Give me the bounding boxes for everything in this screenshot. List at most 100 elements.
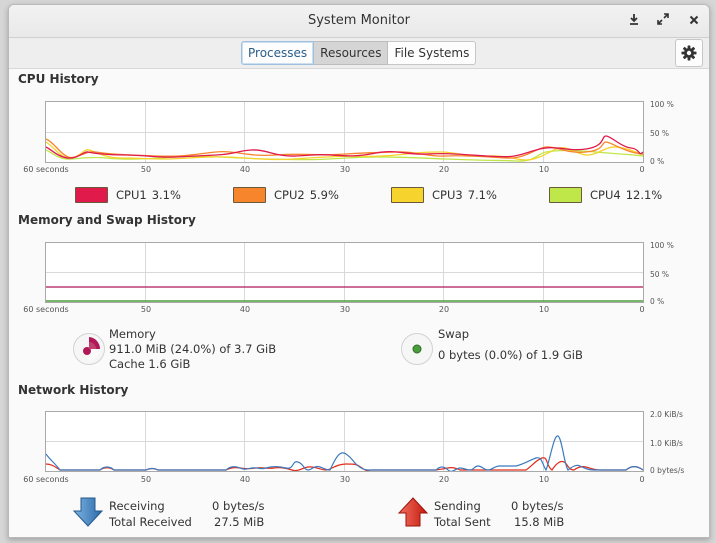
x-tick: 0: [639, 475, 645, 484]
swap-info: Swap 0 bytes (0.0%) of 1.9 GiB: [438, 327, 583, 363]
x-tick: 50: [140, 305, 152, 314]
system-monitor-window: System Monitor Processes Resources File …: [8, 4, 710, 538]
memory-history-chart: [45, 242, 644, 303]
cpu2-legend: CPU2 5.9%: [233, 187, 339, 203]
memory-info: Memory 911.0 MiB (24.0%) of 3.7 GiB Cach…: [109, 327, 276, 372]
sending-label: Sending: [434, 499, 481, 513]
swap-usage-icon: [412, 344, 422, 354]
close-button[interactable]: [685, 12, 703, 30]
receiving-value: 0 bytes/s: [212, 499, 265, 513]
maximize-icon: [657, 13, 669, 25]
cpu3-value: 7.1%: [467, 188, 497, 202]
total-received-value: 27.5 MiB: [214, 515, 265, 529]
cpu3-color-swatch[interactable]: [391, 187, 424, 203]
cpu1-color-swatch[interactable]: [75, 187, 108, 203]
receiving-color-button[interactable]: [72, 496, 104, 532]
y-tick: 1.0 KiB/s: [650, 439, 683, 448]
x-tick: 60 seconds: [23, 165, 69, 174]
y-tick: 0 bytes/s: [650, 466, 685, 475]
cpu3-legend: CPU3 7.1%: [391, 187, 497, 203]
cpu4-legend: CPU4 12.1%: [549, 187, 662, 203]
x-tick: 30: [339, 475, 351, 484]
sending-info: Sending Total Sent: [434, 498, 491, 530]
network-history-title: Network History: [18, 383, 129, 397]
x-tick: 20: [438, 165, 450, 174]
upload-arrow-icon: [397, 497, 429, 527]
cpu4-color-swatch[interactable]: [549, 187, 582, 203]
x-tick: 10: [538, 305, 550, 314]
x-tick: 0: [639, 305, 645, 314]
y-tick: 50 %: [650, 129, 670, 138]
tab-processes[interactable]: Processes: [241, 41, 315, 65]
cpu-history-chart: [45, 101, 644, 163]
tab-file-systems[interactable]: File Systems: [388, 41, 477, 65]
network-graph: [46, 412, 643, 471]
swap-usage: 0 bytes (0.0%) of 1.9 GiB: [438, 348, 583, 362]
receiving-label: Receiving: [109, 499, 165, 513]
x-tick: 30: [339, 165, 351, 174]
receiving-values: 0 bytes/s 27.5 MiB: [212, 498, 265, 530]
cpu2-value: 5.9%: [309, 188, 339, 202]
total-sent-label: Total Sent: [434, 515, 491, 529]
maximize-button[interactable]: [654, 12, 672, 30]
network-x-axis: 60 seconds 50 40 30 20 10 0: [9, 475, 709, 487]
y-tick: 0 %: [650, 297, 665, 306]
sending-value: 0 bytes/s: [511, 499, 564, 513]
memory-usage: 911.0 MiB (24.0%) of 3.7 GiB: [109, 342, 277, 356]
x-tick: 0: [639, 165, 645, 174]
toolbar: Processes Resources File Systems: [9, 38, 709, 69]
x-tick: 40: [239, 305, 251, 314]
y-tick: 2.0 KiB/s: [650, 410, 683, 419]
settings-button[interactable]: [675, 39, 703, 67]
cpu3-label: CPU3: [432, 188, 463, 202]
cpu-x-axis: 60 seconds 50 40 30 20 10 0: [9, 165, 709, 177]
y-tick: 50 %: [650, 270, 670, 279]
total-sent-value: 15.8 MiB: [514, 515, 565, 529]
x-tick: 10: [538, 475, 550, 484]
memory-pie-chart[interactable]: [73, 333, 105, 365]
title-bar[interactable]: System Monitor: [9, 5, 709, 38]
gear-icon: [681, 45, 697, 61]
cpu2-color-swatch[interactable]: [233, 187, 266, 203]
x-tick: 40: [239, 475, 251, 484]
cpu1-legend: CPU1 3.1%: [75, 187, 181, 203]
network-history-chart: [45, 411, 644, 472]
y-tick: 100 %: [650, 241, 674, 250]
receiving-info: Receiving Total Received: [109, 498, 192, 530]
cpu4-value: 12.1%: [625, 188, 663, 202]
view-switcher: Processes Resources File Systems: [241, 41, 477, 65]
minimize-icon: [630, 14, 638, 25]
download-arrow-icon: [72, 497, 104, 527]
x-tick: 60 seconds: [23, 475, 69, 484]
x-tick: 40: [239, 165, 251, 174]
tab-resources[interactable]: Resources: [314, 41, 389, 65]
y-tick: 0 %: [650, 157, 665, 166]
x-tick: 20: [438, 305, 450, 314]
sending-values: 0 bytes/s 15.8 MiB: [511, 498, 564, 530]
x-tick: 50: [140, 475, 152, 484]
x-tick: 10: [538, 165, 550, 174]
swap-pie-chart[interactable]: [401, 333, 433, 365]
cpu4-label: CPU4: [590, 188, 621, 202]
cpu2-label: CPU2: [274, 188, 305, 202]
cpu-graph: [46, 102, 643, 162]
memory-history-title: Memory and Swap History: [18, 213, 196, 227]
cpu-history-title: CPU History: [18, 72, 99, 86]
swap-label: Swap: [438, 327, 470, 341]
close-icon: [689, 15, 699, 25]
total-received-label: Total Received: [109, 515, 192, 529]
memory-label: Memory: [109, 327, 156, 341]
memory-cache: Cache 1.6 GiB: [109, 357, 191, 371]
y-tick: 100 %: [650, 100, 674, 109]
memory-usage-icon: [83, 337, 101, 361]
sending-color-button[interactable]: [397, 496, 429, 532]
x-tick: 50: [140, 165, 152, 174]
cpu1-label: CPU1: [116, 188, 147, 202]
memory-x-axis: 60 seconds 50 40 30 20 10 0: [9, 305, 709, 317]
memory-graph: [46, 243, 643, 302]
x-tick: 20: [438, 475, 450, 484]
window-title: System Monitor: [307, 13, 411, 28]
x-tick: 30: [339, 305, 351, 314]
minimize-button[interactable]: [625, 12, 643, 30]
x-tick: 60 seconds: [23, 305, 69, 314]
